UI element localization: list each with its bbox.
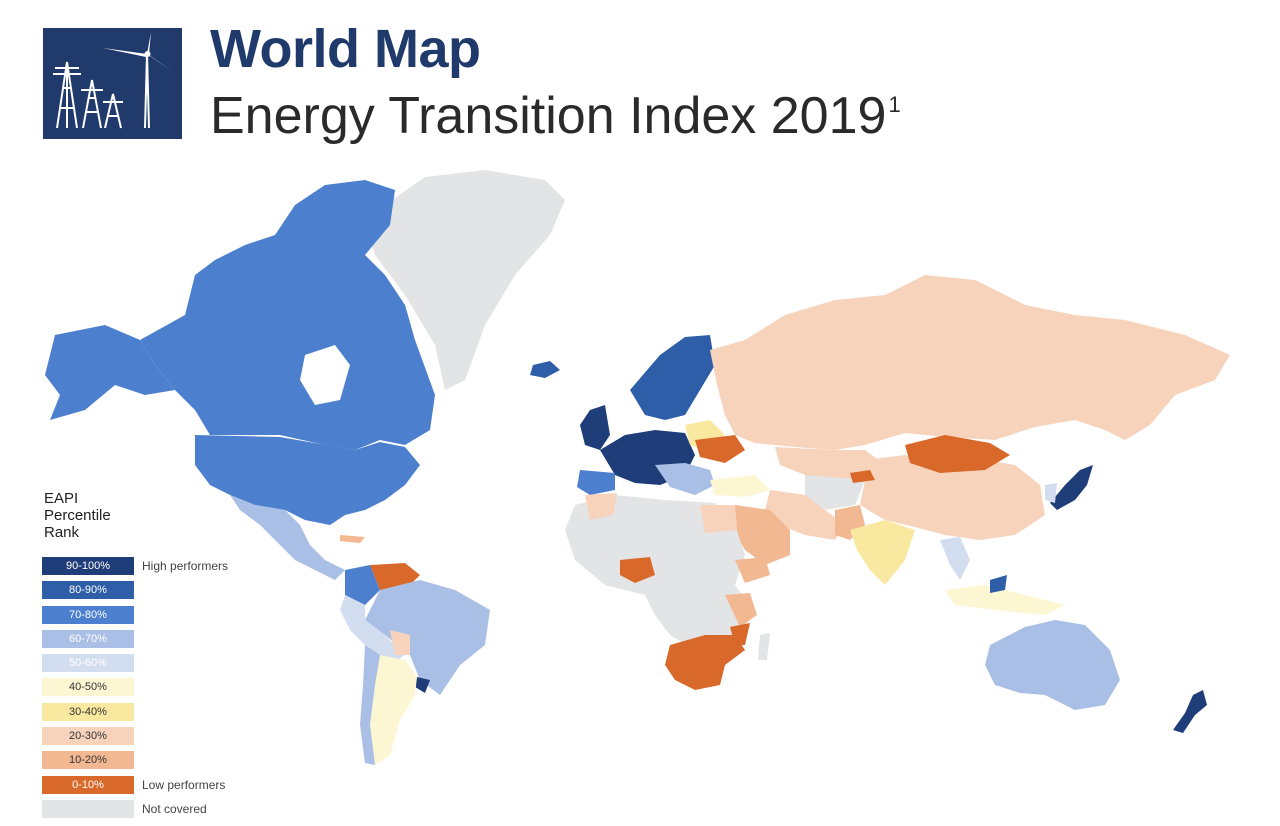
region-turkey <box>710 475 770 497</box>
region-usa <box>195 435 420 525</box>
region-australia <box>985 620 1120 710</box>
region-uk <box>580 405 610 450</box>
legend-swatch: 80-90% <box>42 581 134 600</box>
footnote-marker: 1 <box>888 92 901 117</box>
region-alaska <box>45 325 175 420</box>
region-iran <box>765 490 845 540</box>
wind-turbine-icon <box>53 32 173 129</box>
region-india <box>850 520 915 585</box>
region-se-asia <box>940 537 970 580</box>
legend-swatch: 20-30% <box>42 727 134 746</box>
region-new-zealand <box>1173 690 1207 733</box>
region-southern-africa <box>665 635 745 690</box>
region-iceland <box>530 361 560 378</box>
legend-title: EAPI Percentile Rank <box>44 490 164 541</box>
legend-swatch: 10-20% <box>42 751 134 770</box>
region-korea <box>1045 483 1057 503</box>
legend-swatch: 0-10% <box>42 775 134 794</box>
region-philippines <box>990 575 1007 593</box>
low-performers-label: Low performers <box>142 777 226 792</box>
legend-title-line: Rank <box>44 524 80 541</box>
region-china <box>860 455 1045 540</box>
region-morocco <box>585 493 617 520</box>
legend-title-line: Percentile <box>44 507 111 524</box>
region-greenland <box>365 170 565 390</box>
region-colombia <box>345 565 380 605</box>
region-saudi-arabia <box>730 505 790 565</box>
legend-swatch: 70-80% <box>42 605 134 624</box>
world-map <box>45 170 1230 765</box>
region-egypt <box>700 505 737 533</box>
legend-swatch-not-covered <box>42 799 134 818</box>
region-iberia <box>577 470 615 495</box>
region-russia <box>710 275 1230 450</box>
region-indonesia <box>945 585 1065 615</box>
page-title: World Map <box>210 19 481 79</box>
legend-swatch: 90-100% <box>42 557 134 575</box>
legend-swatch: 30-40% <box>42 702 134 721</box>
region-ukraine <box>695 435 745 463</box>
region-paraguay <box>390 630 410 655</box>
region-brazil <box>365 580 490 695</box>
region-mexico <box>230 495 345 580</box>
region-kazakhstan <box>775 447 885 480</box>
region-hudson-bay <box>300 345 350 405</box>
region-north-africa <box>565 495 745 595</box>
high-performers-label: High performers <box>142 559 229 573</box>
wind-energy-logo <box>43 28 182 139</box>
region-madagascar <box>758 633 770 660</box>
region-scandinavia <box>630 335 715 420</box>
region-chile <box>360 645 380 765</box>
region-ethiopia <box>735 557 770 583</box>
legend-swatch: 50-60% <box>42 654 134 673</box>
legend-title-line: EAPI <box>44 490 79 507</box>
region-canada <box>140 180 435 450</box>
region-uruguay <box>415 677 430 693</box>
region-east-africa <box>725 593 757 627</box>
subtitle-text: Energy Transition Index 2019 <box>210 87 887 145</box>
region-central-asia <box>805 475 865 510</box>
region-balkans <box>655 463 715 495</box>
legend-swatch: 40-50% <box>42 678 134 697</box>
region-argentina <box>370 655 417 765</box>
region-nigeria <box>620 557 655 583</box>
region-caribbean <box>340 535 365 543</box>
page-subtitle: Energy Transition Index 20191 <box>210 90 901 142</box>
region-kyrgyzstan <box>850 470 875 483</box>
region-mozambique <box>730 623 750 645</box>
region-japan <box>1050 465 1093 510</box>
legend-swatch: 60-70% <box>42 629 134 648</box>
region-mongolia <box>905 435 1010 473</box>
region-peru-bolivia <box>340 595 405 665</box>
not-covered-label: Not covered <box>142 801 207 816</box>
